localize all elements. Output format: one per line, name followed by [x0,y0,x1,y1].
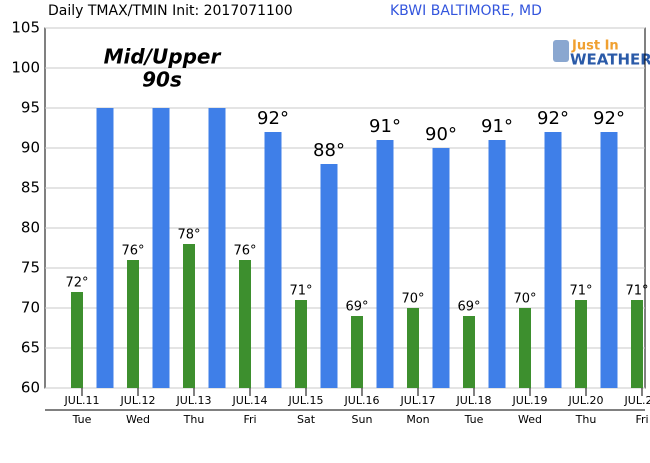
x-tick-label: JUL.17 [400,394,436,407]
bar [264,132,282,388]
value-label: 70° [401,292,424,307]
value-label: 91° [481,116,513,137]
y-tick-label: 100 [11,59,40,77]
value-label: 71° [625,284,648,299]
bar [152,108,170,388]
bar [519,308,531,388]
y-tick-label: 80 [21,219,40,237]
y-tick-label: 60 [21,379,40,397]
bar [239,260,251,388]
annotation: Mid/Upper [104,45,222,69]
x-tick-weekday: Sat [297,413,316,426]
logo-bottom: WEATHER [570,51,650,69]
x-tick-weekday: Wed [126,413,150,426]
bar [295,300,307,388]
bar [183,244,195,388]
logo: Just In WEATHER [553,39,650,69]
value-label: 71° [289,284,312,299]
bar [600,132,618,388]
bar [575,300,587,388]
bar [432,148,450,388]
value-label: 91° [369,116,401,137]
x-tick-weekday: Wed [518,413,542,426]
x-tick-label: JUL.18 [456,394,492,407]
bar [376,140,394,388]
y-tick-label: 105 [11,19,40,37]
value-label: 76° [233,244,256,259]
value-label: 69° [345,300,368,315]
value-label: 72° [65,276,88,291]
value-label: 92° [593,108,625,129]
x-tick-label: JUL.19 [512,394,548,407]
value-label: 70° [513,292,536,307]
y-tick-label: 90 [21,139,40,157]
x-tick-weekday: Tue [72,413,92,426]
bar [544,132,562,388]
annotation: 90s [142,68,182,92]
value-label: 71° [569,284,592,299]
bar [351,316,363,388]
x-tick-weekday: Tue [464,413,484,426]
bar [71,292,83,388]
x-tick-weekday: Fri [635,413,648,426]
x-tick-label: JUL.20 [568,394,604,407]
bar [96,108,114,388]
logo-top: Just In [571,39,619,54]
x-tick-label: JUL.15 [288,394,324,407]
value-label: 92° [257,108,289,129]
value-label: 88° [313,140,345,161]
y-tick-label: 75 [21,259,40,277]
bar [407,308,419,388]
bar [208,108,226,388]
chart-subtitle: KBWI BALTIMORE, MD [390,3,542,19]
x-tick-weekday: Sun [352,413,373,426]
chart-title: Daily TMAX/TMIN Init: 2017071100 [48,3,293,19]
y-tick-label: 70 [21,299,40,317]
bar [631,300,643,388]
bar [463,316,475,388]
x-tick-label: JUL.16 [344,394,380,407]
value-label: 92° [537,108,569,129]
x-tick-weekday: Mon [406,413,429,426]
x-tick-label: JUL.14 [232,394,268,407]
value-label: 69° [457,300,480,315]
x-tick-label: JUL.21 [624,394,650,407]
y-tick-label: 85 [21,179,40,197]
logo-icon [553,40,569,62]
x-tick-weekday: Thu [575,413,597,426]
x-tick-weekday: Thu [183,413,205,426]
x-tick-label: JUL.12 [120,394,156,407]
value-label: 78° [177,228,200,243]
x-tick-label: JUL.13 [176,394,212,407]
x-tick-label: JUL.11 [64,394,100,407]
value-label: 76° [121,244,144,259]
bar [488,140,506,388]
y-tick-label: 95 [21,99,40,117]
bar [127,260,139,388]
bar [320,164,338,388]
value-label: 90° [425,124,457,145]
y-tick-label: 65 [21,339,40,357]
x-tick-weekday: Fri [243,413,256,426]
